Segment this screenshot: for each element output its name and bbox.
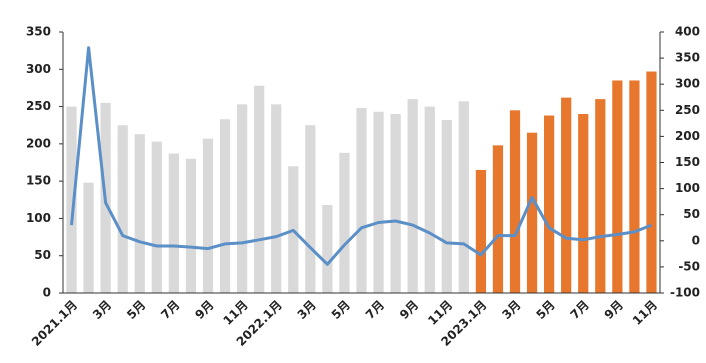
x-tick-label: 9月 xyxy=(397,298,421,322)
bar xyxy=(390,114,401,294)
bar xyxy=(475,169,487,293)
bar xyxy=(356,108,367,293)
x-tick-label: 5月 xyxy=(124,298,148,322)
bar xyxy=(544,115,555,294)
bar xyxy=(322,205,333,293)
line xyxy=(70,46,653,266)
bar xyxy=(646,71,657,293)
y2-tick-label: -100 xyxy=(670,286,700,300)
bar xyxy=(202,138,214,293)
x-tick-label: 11月 xyxy=(630,298,660,328)
y2-tick-label: 400 xyxy=(675,25,700,39)
y-tick-label: 200 xyxy=(26,136,51,150)
bar xyxy=(526,132,538,293)
y-tick-label: 50 xyxy=(34,248,51,262)
x-tick-label: 5月 xyxy=(533,298,557,322)
y-tick-label: 350 xyxy=(26,25,51,39)
bar xyxy=(629,80,640,293)
bar xyxy=(509,110,521,293)
bar xyxy=(561,97,572,293)
y2-tick-label: 100 xyxy=(675,181,700,195)
y2-tick-label: 0 xyxy=(692,233,700,247)
y2-tick-label: 300 xyxy=(675,77,700,91)
bar xyxy=(66,106,77,293)
bar xyxy=(254,85,265,293)
bar xyxy=(83,182,94,293)
x-tick-label: 3月 xyxy=(90,298,114,322)
bar xyxy=(612,80,623,293)
bar xyxy=(305,125,316,293)
y2-tick-label: 150 xyxy=(675,155,700,169)
bar xyxy=(492,145,504,293)
x-tick-label: 9月 xyxy=(602,298,626,322)
x-tick-label: 3月 xyxy=(499,298,523,322)
y2-tick-label: 250 xyxy=(675,103,700,117)
y-tick-label: 300 xyxy=(26,62,51,76)
y-tick-label: 0 xyxy=(43,286,51,300)
x-tick-label: 2021.1月 xyxy=(29,298,80,349)
bar xyxy=(458,101,469,293)
bar xyxy=(117,125,128,293)
bar xyxy=(424,106,435,293)
x-tick-label: 7月 xyxy=(568,298,592,322)
y-tick-label: 250 xyxy=(26,99,51,113)
bar xyxy=(151,141,162,293)
bar xyxy=(407,99,418,293)
x-tick-label: 5月 xyxy=(329,298,353,322)
x-tick-label: 7月 xyxy=(363,298,387,322)
x-tick-label: 7月 xyxy=(158,298,182,322)
y-tick-label: 150 xyxy=(26,174,51,188)
bar xyxy=(339,152,350,293)
bar xyxy=(185,158,197,293)
x-tick-label: 3月 xyxy=(295,298,319,322)
bar xyxy=(134,134,145,293)
x-tick-label: 11月 xyxy=(221,298,251,328)
bar xyxy=(578,114,589,294)
bar xyxy=(168,153,179,293)
y2-tick-label: -50 xyxy=(678,259,700,273)
bar xyxy=(271,104,282,293)
bar xyxy=(219,119,231,294)
y-tick-label: 100 xyxy=(26,211,51,225)
y2-tick-label: 50 xyxy=(683,207,700,221)
bar xyxy=(441,119,452,293)
x-tick-label: 11月 xyxy=(425,298,455,328)
y2-tick-label: 200 xyxy=(675,129,700,143)
bar xyxy=(373,111,384,293)
bar xyxy=(595,99,606,293)
x-tick-label: 9月 xyxy=(192,298,216,322)
y2-tick-label: 350 xyxy=(675,51,700,65)
bar xyxy=(236,104,248,293)
